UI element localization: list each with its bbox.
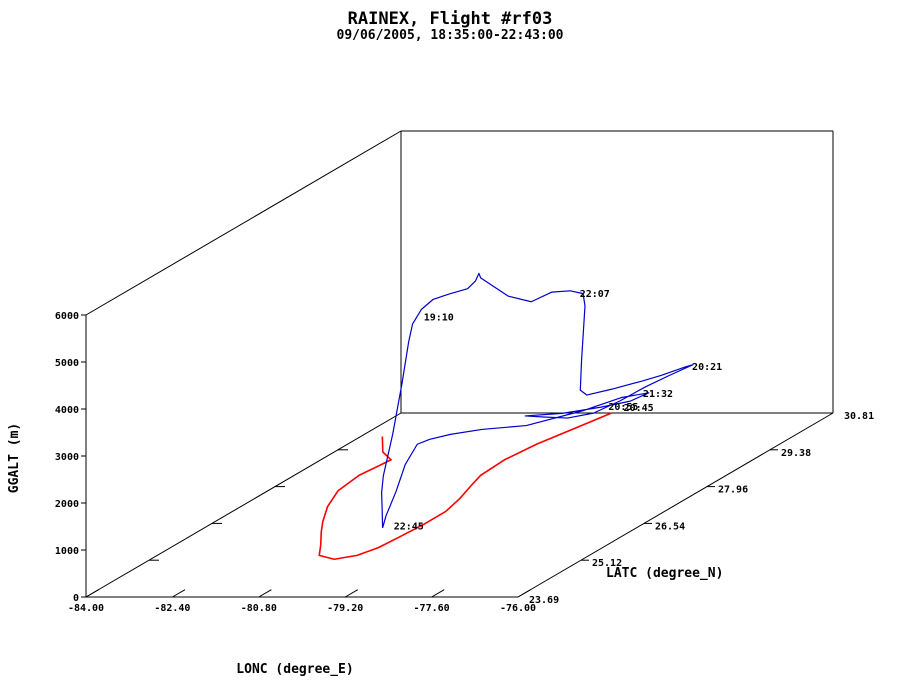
y-tick-label: 23.69: [529, 595, 559, 606]
x-tick-label: -79.20: [327, 603, 363, 614]
x-tick-mark: [172, 589, 186, 598]
floor-back-left-edge: [85, 412, 402, 598]
y-axis-line: [517, 412, 834, 598]
z-tick-label: 6000: [55, 311, 79, 322]
basemap: [318, 412, 612, 561]
x-tick-mark: [344, 589, 359, 598]
x-tick-label: -76.00: [500, 603, 536, 614]
time-label: 21:32: [643, 389, 673, 400]
z-axis-title: GGALT (m): [7, 423, 22, 493]
y-tick-label: 29.38: [781, 448, 811, 459]
z-tick-label: 0: [73, 593, 79, 604]
x-axis-title: LONC (degree_E): [236, 662, 353, 677]
x-tick-label: -84.00: [68, 603, 104, 614]
y-tick-label: 26.54: [655, 521, 685, 532]
z-tick-label: 5000: [55, 358, 79, 369]
x-tick-label: -82.40: [154, 603, 190, 614]
z-tick-label: 4000: [55, 405, 79, 416]
axis-ticks: -84.00 -82.40 -80.80 -79.20 -77.60 -76.0023.6…: [55, 311, 874, 614]
z-tick-label: 3000: [55, 452, 79, 463]
time-label: 20:21: [692, 362, 722, 373]
x-tick-label: -80.80: [241, 603, 277, 614]
time-label: 22:45: [394, 521, 424, 532]
x-tick-label: -77.60: [414, 603, 450, 614]
chart-title: RAINEX, Flight #rf03: [347, 9, 553, 29]
coastline-florida: [318, 412, 612, 561]
x-tick-mark: [258, 589, 272, 598]
chart-subtitle: 09/06/2005, 18:35:00-22:43:00: [336, 28, 564, 43]
flight-track-line: [381, 272, 694, 529]
top-left-edge: [85, 130, 402, 316]
time-label: 20:55: [608, 402, 638, 413]
y-tick-label: 30.81: [844, 411, 874, 422]
y-tick-label: 25.12: [592, 558, 622, 569]
x-tick-mark: [431, 589, 445, 598]
y-axis-title: LATC (degree_N): [606, 566, 723, 581]
time-label: 20:45: [624, 403, 654, 414]
axes-box: [85, 130, 834, 598]
x-tick-mark: [85, 589, 99, 598]
time-label: 22:07: [580, 289, 610, 300]
x-tick-mark: [517, 589, 531, 598]
y-tick-label: 27.96: [718, 485, 748, 496]
z-tick-label: 1000: [55, 546, 79, 557]
time-label: 19:10: [424, 313, 454, 324]
z-tick-label: 2000: [55, 499, 79, 510]
